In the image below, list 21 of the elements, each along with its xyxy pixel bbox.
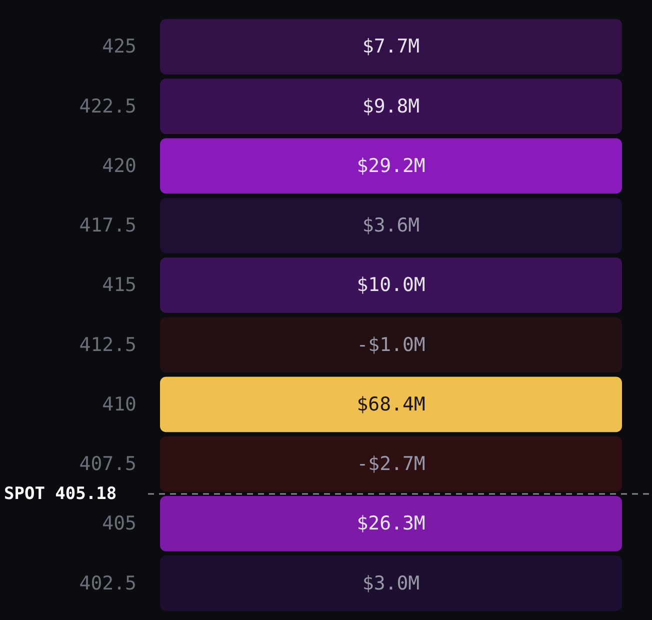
y-tick-label: 420 bbox=[102, 154, 136, 177]
y-tick-label: 402.5 bbox=[79, 572, 136, 594]
data-label: $3.6M bbox=[362, 214, 420, 237]
data-label: $29.2M bbox=[356, 154, 426, 177]
data-label: $68.4M bbox=[356, 393, 426, 416]
data-label: $3.0M bbox=[362, 572, 420, 594]
text: SPOT 405.18 bbox=[4, 484, 117, 504]
y-tick-label: 417.5 bbox=[79, 214, 136, 237]
data-label: $26.3M bbox=[356, 512, 426, 535]
data-label: $10.0M bbox=[356, 274, 426, 296]
y-tick-label: 422.5 bbox=[79, 95, 136, 118]
data-label: $7.7M bbox=[362, 36, 420, 58]
data-label: -$1.0M bbox=[356, 334, 426, 356]
y-tick-label: 407.5 bbox=[79, 453, 136, 476]
y-tick-label: 425 bbox=[102, 36, 136, 58]
data-label: $9.8M bbox=[362, 95, 420, 118]
y-tick-label: 405 bbox=[102, 512, 136, 535]
y-tick-label: 415 bbox=[102, 274, 136, 296]
data-label: -$2.7M bbox=[356, 453, 426, 476]
y-tick-label: 410 bbox=[102, 393, 136, 416]
y-tick-label: 412.5 bbox=[79, 334, 136, 356]
